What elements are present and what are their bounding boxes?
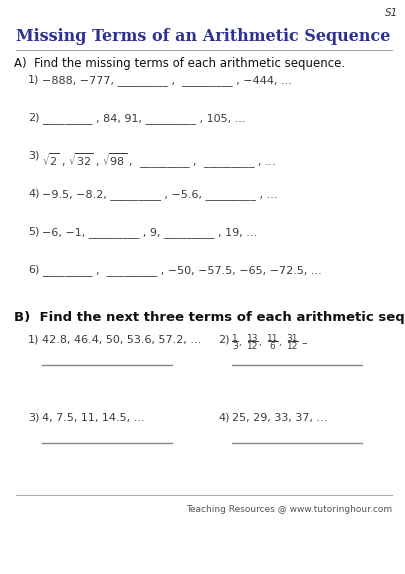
Text: 3): 3): [28, 151, 39, 161]
Text: 3): 3): [28, 413, 39, 423]
Text: ,: ,: [239, 338, 241, 347]
Text: S1: S1: [385, 8, 398, 18]
Text: 13: 13: [247, 334, 258, 343]
Text: 2): 2): [218, 335, 230, 345]
Text: B)  Find the next three terms of each arithmetic sequence.: B) Find the next three terms of each ari…: [14, 311, 405, 324]
Text: 42.8, 46.4, 50, 53.6, 57.2, ...: 42.8, 46.4, 50, 53.6, 57.2, ...: [42, 335, 201, 345]
Text: −6, −1, _________ , 9, _________ , 19, ...: −6, −1, _________ , 9, _________ , 19, .…: [42, 227, 257, 238]
Text: A)  Find the missing terms of each arithmetic sequence.: A) Find the missing terms of each arithm…: [14, 57, 345, 70]
Text: –: –: [301, 338, 307, 348]
Text: Teaching Resources @ www.tutoringhour.com: Teaching Resources @ www.tutoringhour.co…: [186, 505, 392, 514]
Text: 11: 11: [267, 334, 278, 343]
Text: 31: 31: [287, 334, 298, 343]
Text: −9.5, −8.2, _________ , −5.6, _________ , ...: −9.5, −8.2, _________ , −5.6, _________ …: [42, 189, 277, 200]
Text: 1: 1: [232, 334, 238, 343]
Text: 1): 1): [28, 75, 39, 85]
Text: 12: 12: [247, 342, 258, 351]
Text: 12: 12: [287, 342, 298, 351]
Text: −888, −777, _________ ,  _________ , −444, ...: −888, −777, _________ , _________ , −444…: [42, 75, 292, 86]
Text: _________ ,  _________ , −50, −57.5, −65, −72.5, ...: _________ , _________ , −50, −57.5, −65,…: [42, 265, 322, 276]
Text: _________ , 84, 91, _________ , 105, ...: _________ , 84, 91, _________ , 105, ...: [42, 113, 245, 124]
Text: ,: ,: [279, 338, 281, 347]
Text: Missing Terms of an Arithmetic Sequence: Missing Terms of an Arithmetic Sequence: [16, 28, 390, 45]
Text: 6: 6: [270, 342, 275, 351]
Text: 4): 4): [218, 413, 230, 423]
Text: 3: 3: [232, 342, 238, 351]
Text: ,: ,: [258, 338, 261, 347]
Text: 4): 4): [28, 189, 40, 199]
Text: 25, 29, 33, 37, ...: 25, 29, 33, 37, ...: [232, 413, 327, 423]
Text: 2): 2): [28, 113, 40, 123]
Text: 4, 7.5, 11, 14.5, ...: 4, 7.5, 11, 14.5, ...: [42, 413, 145, 423]
Text: 6): 6): [28, 265, 39, 275]
Text: 5): 5): [28, 227, 39, 237]
Text: $\sqrt{2}$ , $\sqrt{32}$ , $\sqrt{98}$ ,  _________ ,  _________ , ...: $\sqrt{2}$ , $\sqrt{32}$ , $\sqrt{98}$ ,…: [42, 152, 276, 172]
Text: 1): 1): [28, 335, 39, 345]
